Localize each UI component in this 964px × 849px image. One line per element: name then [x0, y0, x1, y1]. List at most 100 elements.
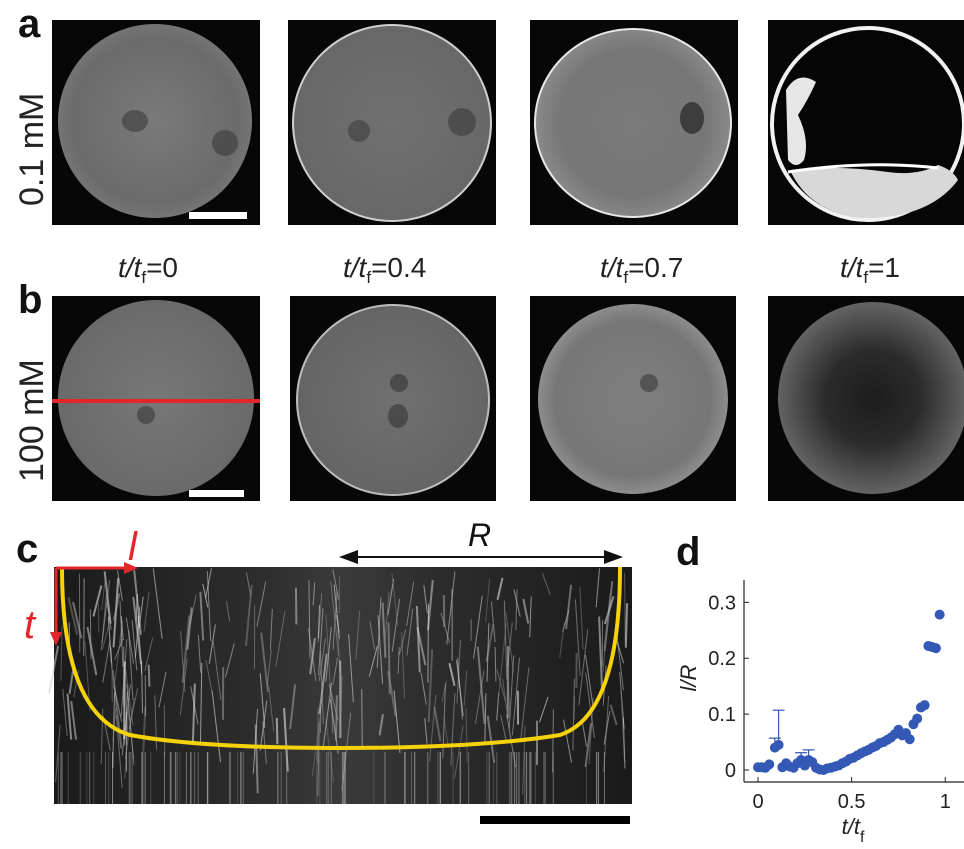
kymograph-streak	[602, 650, 606, 673]
l-label: l	[128, 525, 138, 569]
image-b-t07	[530, 296, 736, 501]
kymograph-streak	[245, 572, 252, 597]
kymograph-streak	[563, 719, 573, 763]
kymograph-streak	[260, 632, 269, 693]
data-point	[919, 700, 930, 711]
kymograph-streak	[132, 596, 143, 665]
image-a-t0	[52, 20, 260, 225]
kymograph-streak	[616, 641, 625, 664]
kymograph-streak	[387, 578, 395, 616]
kymograph-streak	[579, 586, 584, 650]
data-point	[904, 734, 915, 745]
kymograph-streak	[377, 615, 384, 684]
kymograph-streak	[112, 707, 117, 742]
kymograph-streak	[456, 639, 461, 704]
scale-bar	[189, 212, 247, 219]
kymograph-streak	[330, 581, 340, 657]
kymograph-streak	[476, 646, 486, 725]
kymograph-streak	[378, 714, 384, 736]
kymograph-streak	[595, 568, 600, 608]
kymograph-streak	[125, 669, 134, 726]
kymograph-streak	[502, 678, 508, 712]
image-a-t04	[288, 20, 496, 225]
kymograph-streak	[573, 696, 576, 721]
kymograph-streak	[578, 629, 589, 706]
kymograph-streak	[427, 603, 429, 683]
kymograph-streak	[332, 657, 339, 685]
kymograph-streak	[206, 571, 212, 642]
kymograph-streak	[268, 685, 275, 732]
kymograph-streak	[529, 596, 532, 638]
kymograph-streak	[197, 634, 202, 673]
kymograph-panel: R l t	[24, 520, 632, 824]
kymograph-streak	[376, 597, 382, 668]
kymograph-streak	[332, 569, 340, 600]
l-t-axes	[50, 562, 138, 646]
kymograph-streak	[574, 599, 581, 676]
kymograph-streak	[152, 568, 163, 640]
kymograph-streak	[205, 568, 212, 599]
kymograph-streak	[603, 710, 611, 745]
dark-spot	[390, 374, 408, 392]
kymograph-streak	[368, 645, 378, 677]
dark-spot	[680, 102, 704, 134]
scale-bar	[480, 816, 630, 824]
kymograph-streak	[102, 624, 110, 650]
time-label-3: t/tf=1	[840, 252, 901, 287]
image-a-t07	[530, 20, 738, 225]
kymograph-streak	[100, 579, 111, 651]
dark-spot	[388, 404, 408, 428]
image-a-t1	[768, 20, 964, 225]
kymograph-streak	[143, 591, 150, 632]
kymograph-streak	[427, 649, 434, 723]
kymograph-streak	[391, 573, 399, 626]
kymograph-streak	[181, 615, 191, 683]
kymograph-streak	[60, 625, 63, 681]
data-point	[930, 643, 941, 654]
kymograph-streak	[420, 672, 427, 705]
kymograph-streak	[318, 608, 324, 676]
kymograph-streak	[101, 578, 106, 611]
kymograph-streak	[106, 601, 112, 630]
time-label-1: t/tf=0.4	[343, 252, 427, 287]
kymograph-streak	[424, 718, 428, 744]
image-b-t1	[768, 296, 964, 501]
x-tick-label: 0	[752, 791, 763, 813]
kymograph-streak	[212, 639, 222, 701]
kymograph-streak	[541, 572, 551, 595]
kymograph-streak	[111, 669, 123, 749]
kymograph-streak	[552, 709, 554, 773]
kymograph-streak	[322, 682, 333, 751]
kymograph-streak	[496, 577, 504, 600]
kymograph-streak	[318, 638, 326, 682]
image-b-t0	[52, 296, 260, 501]
kymograph-streak	[598, 616, 604, 690]
kymograph-streak	[252, 708, 259, 774]
kymograph-streak	[113, 684, 123, 722]
kymograph-streak	[119, 600, 124, 667]
kymograph-streak	[391, 598, 401, 652]
kymograph-streak	[124, 691, 128, 746]
kymograph-streak	[135, 594, 138, 622]
kymograph-streak	[142, 706, 147, 753]
kymograph-streak	[131, 620, 138, 671]
kymograph-streak	[369, 620, 376, 651]
kymograph-streak	[115, 715, 123, 788]
kymograph-streak	[339, 675, 343, 712]
kymograph-streak	[511, 657, 520, 736]
kymograph-streak	[559, 623, 565, 659]
kymograph-streak	[609, 704, 618, 726]
kymograph-streak	[244, 584, 253, 647]
kymograph-streak	[485, 578, 491, 623]
kymograph-streak	[384, 591, 390, 642]
y-tick-label: 0.3	[708, 592, 736, 614]
kymograph-streak	[484, 693, 487, 744]
kymograph-streak	[474, 670, 485, 724]
kymograph-streak	[584, 654, 594, 709]
panel-letter-a: a	[18, 2, 41, 46]
kymograph-streak	[450, 693, 456, 766]
panel-letter-b: b	[18, 278, 43, 322]
kymograph-streak	[334, 695, 338, 741]
y-tick-label: 0.1	[708, 704, 736, 726]
kymograph-streak	[494, 646, 497, 682]
